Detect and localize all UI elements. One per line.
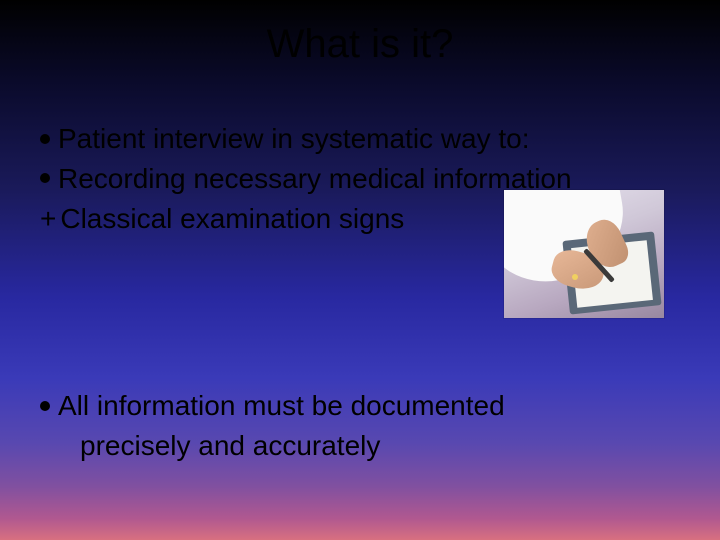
continuation-line: precisely and accurately [40,427,680,465]
illustration-image [504,190,664,318]
bullet-line-3: All information must be documented [40,387,680,425]
slide: What is it? Patient interview in systema… [0,0,720,540]
bullet-icon [40,134,50,144]
plus-symbol: + [40,200,56,238]
bullet-text: Patient interview in systematic way to: [58,123,530,154]
bullet-icon [40,401,50,411]
ring-shape [572,274,578,280]
bullet-text: Recording necessary medical information [58,163,572,194]
plus-text: Classical examination signs [60,203,404,234]
bullet-text: All information must be documented [58,390,505,421]
continuation-text: precisely and accurately [80,430,380,461]
slide-title: What is it? [0,22,720,67]
second-block: All information must be documented preci… [40,387,680,465]
bullet-icon [40,173,50,183]
bullet-line-1: Patient interview in systematic way to: [40,120,680,158]
